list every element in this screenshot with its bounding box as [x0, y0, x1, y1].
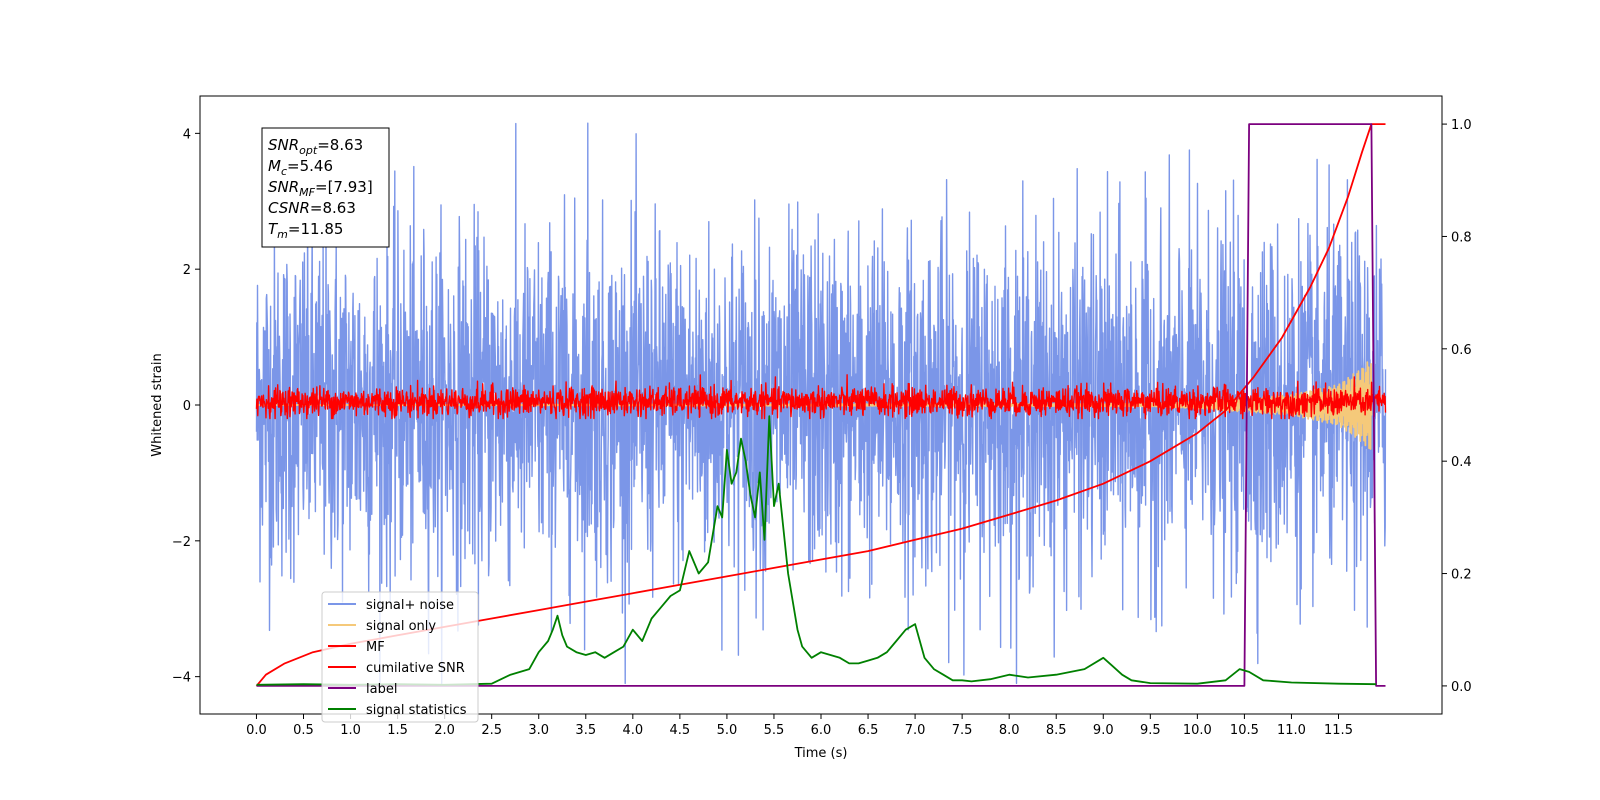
x-tick-label: 1.5: [387, 723, 408, 738]
y2-tick-label: 1.0: [1451, 118, 1472, 133]
annotation-line: SNRopt=8.63: [268, 136, 363, 157]
annotation-symbol: M: [268, 157, 281, 175]
legend-label: label: [366, 682, 397, 697]
y2-tick-label: 0.4: [1451, 455, 1472, 470]
annotation-subscript: MF: [299, 186, 315, 199]
x-tick-label: 7.0: [905, 723, 926, 738]
x-tick-label: 10.0: [1183, 723, 1212, 738]
y-tick-label: 2: [183, 263, 191, 278]
x-tick-label: 5.0: [717, 723, 738, 738]
x-tick-label: 9.5: [1140, 723, 1161, 738]
series-line-signal-noise: [255, 122, 1387, 685]
x-tick-label: 2.0: [434, 723, 455, 738]
y-axis-label: Whitened strain: [150, 353, 165, 456]
x-tick-label: 8.5: [1046, 723, 1067, 738]
y-tick-label: −4: [172, 671, 191, 686]
x-tick-label: 4.5: [670, 723, 691, 738]
x-tick-label: 0.5: [293, 723, 314, 738]
x-tick-label: 11.5: [1324, 723, 1353, 738]
annotation-line: Tm=11.85: [268, 220, 343, 241]
annotation-symbol: T: [268, 220, 279, 238]
x-tick-label: 3.5: [575, 723, 596, 738]
annotation-subscript: opt: [299, 144, 318, 157]
annotation-box: SNRopt=8.63Mc=5.46SNRMF=[7.93]CSNR=8.63T…: [261, 127, 390, 248]
annotation-line: CSNR=8.63: [268, 199, 356, 217]
annotation-value: =8.63: [310, 199, 356, 217]
series-line-signal-statistics: [256, 415, 1377, 686]
x-tick-label: 11.0: [1277, 723, 1306, 738]
x-axis-label: Time (s): [794, 746, 848, 761]
y-tick-label: 0: [183, 399, 191, 414]
y2-tick-label: 0.8: [1451, 230, 1472, 245]
series-line-label: [256, 123, 1386, 687]
annotation-value: =8.63: [317, 136, 363, 154]
legend-label: signal statistics: [366, 703, 467, 718]
annotation-symbol: CSNR: [268, 199, 310, 217]
annotation-symbol: SNR: [268, 178, 299, 196]
y-tick-label: 4: [183, 127, 191, 142]
legend-frame: [321, 591, 479, 723]
annotation-subscript: c: [281, 165, 287, 178]
y-tick-label: −2: [172, 535, 191, 550]
x-tick-label: 7.5: [952, 723, 973, 738]
x-tick-label: 9.0: [1093, 723, 1114, 738]
axes-layer: 0.0 0.5 1.0 1.5 2.0 2.5 3.0 3.5 4.0 4.5 5.0 5.5 6.0 6…: [150, 95, 1472, 761]
legend-label: cumilative SNR: [366, 661, 465, 676]
x-tick-label: 2.5: [481, 723, 502, 738]
annotation-subscript: m: [277, 228, 288, 241]
x-tick-label: 4.0: [622, 723, 643, 738]
series-line-mf: [255, 374, 1387, 420]
annotation-frame: [261, 127, 390, 248]
annotation-value: =11.85: [288, 220, 344, 238]
y2-tick-label: 0.2: [1451, 568, 1472, 583]
legend-label: signal+ noise: [366, 598, 454, 613]
y2-tick-label: 0.0: [1451, 680, 1472, 695]
x-tick-label: 8.0: [999, 723, 1020, 738]
annotation-line: SNRMF=[7.93]: [268, 178, 373, 199]
x-tick-label: 1.0: [340, 723, 361, 738]
x-tick-label: 3.0: [528, 723, 549, 738]
x-tick-label: 10.5: [1230, 723, 1259, 738]
x-tick-label: 0.0: [246, 723, 267, 738]
legend-label: signal only: [366, 619, 436, 634]
annotation-value: =[7.93]: [315, 178, 373, 196]
annotation-line: Mc=5.46: [268, 157, 333, 178]
y2-tick-label: 0.6: [1451, 343, 1472, 358]
x-tick-label: 6.5: [858, 723, 879, 738]
annotation-symbol: SNR: [268, 136, 299, 154]
annotation-value: =5.46: [287, 157, 333, 175]
legend: signal+ noise signal only MF cumilative SNR…: [321, 591, 479, 723]
x-tick-label: 5.5: [764, 723, 785, 738]
x-tick-label: 6.0: [811, 723, 832, 738]
legend-label: MF: [366, 640, 385, 655]
